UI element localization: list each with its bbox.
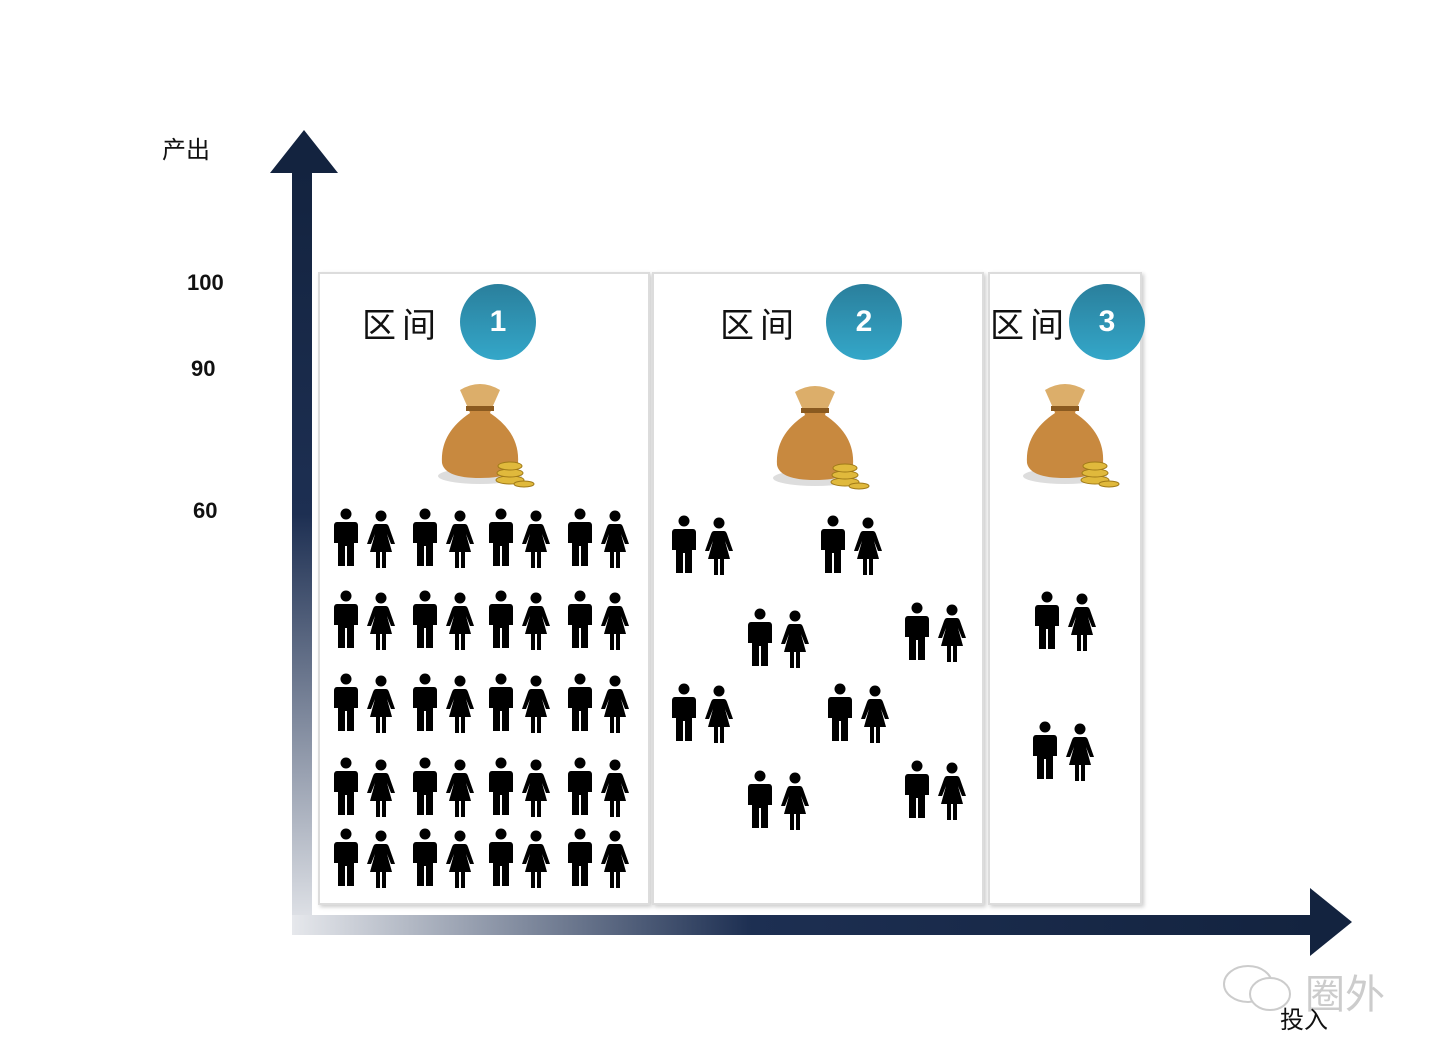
woman-icon [938,762,966,824]
wechat-icon [1220,962,1300,1027]
woman-icon [446,592,474,654]
woman-icon [781,772,809,834]
y-tick: 60 [193,498,218,523]
money-bag-icon [430,378,535,488]
man-icon [904,760,930,822]
man-icon [671,683,697,745]
woman-icon [1068,593,1096,655]
woman-icon [446,830,474,892]
panel-3 [988,272,1142,905]
man-icon [488,828,514,890]
x-axis-arrow [292,888,1352,956]
woman-icon [522,510,550,572]
man-icon [1032,721,1058,783]
panel-title: 区间 [720,306,800,346]
money-bag-icon [765,380,870,490]
man-icon [333,673,359,735]
money-bag-icon [1015,378,1120,488]
y-tick: 100 [187,270,224,295]
y-tick: 90 [191,356,216,381]
man-icon [412,828,438,890]
man-icon [747,608,773,670]
man-icon [488,590,514,652]
man-icon [904,602,930,664]
woman-icon [446,675,474,737]
man-icon [567,508,593,570]
man-icon [333,757,359,819]
woman-icon [522,675,550,737]
woman-icon [601,592,629,654]
woman-icon [367,510,395,572]
woman-icon [938,604,966,666]
woman-icon [861,685,889,747]
man-icon [567,673,593,735]
man-icon [820,515,846,577]
woman-icon [522,592,550,654]
woman-icon [522,759,550,821]
panel-title: 区间 [362,306,442,346]
woman-icon [367,759,395,821]
man-icon [671,515,697,577]
panel-number-badge: 2 [826,284,902,360]
man-icon [412,673,438,735]
woman-icon [854,517,882,579]
man-icon [333,828,359,890]
man-icon [747,770,773,832]
woman-icon [446,759,474,821]
man-icon [567,590,593,652]
man-icon [567,828,593,890]
panel-title: 区间 [990,306,1070,346]
woman-icon [601,675,629,737]
man-icon [333,590,359,652]
woman-icon [705,517,733,579]
man-icon [488,757,514,819]
woman-icon [367,675,395,737]
man-icon [333,508,359,570]
woman-icon [601,510,629,572]
man-icon [488,508,514,570]
woman-icon [781,610,809,672]
woman-icon [446,510,474,572]
woman-icon [1066,723,1094,785]
panel-number-badge: 1 [460,284,536,360]
man-icon [488,673,514,735]
woman-icon [705,685,733,747]
y-axis-label: 产出 [162,136,210,164]
woman-icon [367,830,395,892]
woman-icon [601,830,629,892]
woman-icon [522,830,550,892]
man-icon [567,757,593,819]
x-axis-label: 投入 [1280,1006,1328,1034]
y-axis-arrow [270,130,338,935]
man-icon [1034,591,1060,653]
watermark-text: 圈外 [1305,972,1385,1018]
panel-2 [652,272,984,905]
man-icon [827,683,853,745]
woman-icon [367,592,395,654]
man-icon [412,508,438,570]
man-icon [412,590,438,652]
man-icon [412,757,438,819]
panel-number-badge: 3 [1069,284,1145,360]
woman-icon [601,759,629,821]
